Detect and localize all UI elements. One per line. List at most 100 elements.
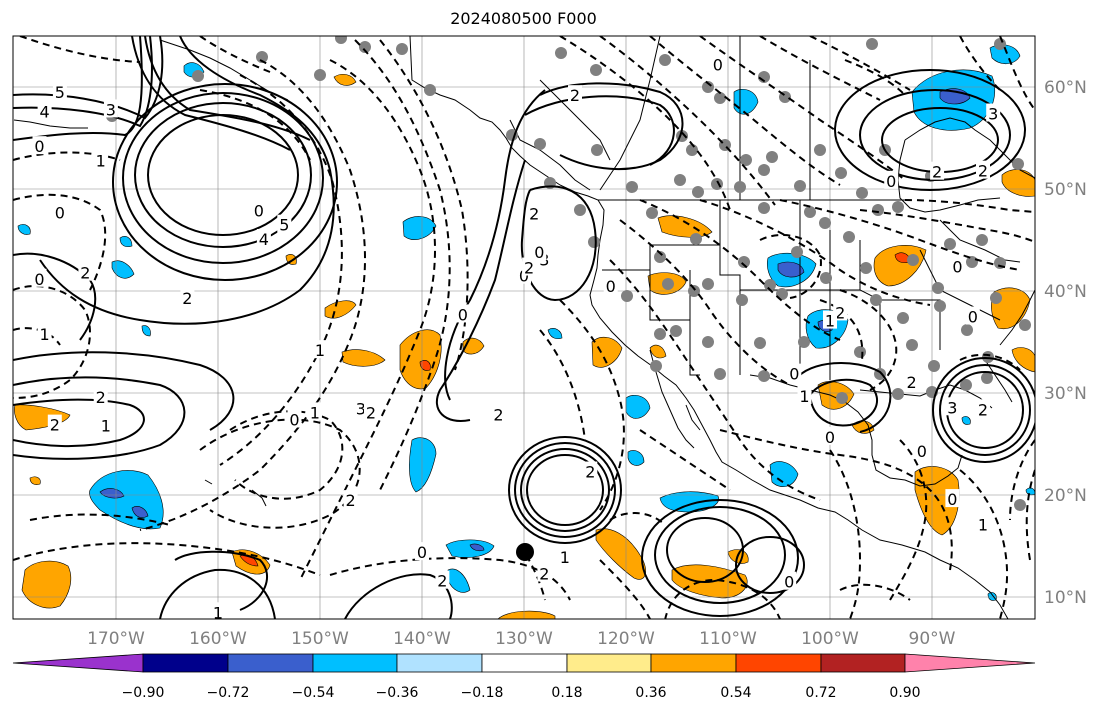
contour-label: 3: [947, 398, 957, 417]
contour-label: 4: [259, 230, 269, 249]
contour-label: 2: [907, 373, 917, 392]
contour-label: 0: [458, 305, 468, 324]
contour-label-bg: [965, 306, 980, 325]
contour-labels: 5430100542202211221013221020202320202120…: [0, 54, 1001, 622]
contour-label-bg: [945, 397, 960, 416]
contour-label-bg: [930, 161, 945, 180]
contour-label-bg: [37, 101, 52, 120]
contour-label-bg: [455, 304, 470, 323]
contour-label-bg: [78, 262, 93, 281]
lon-label: 90°W: [909, 629, 956, 649]
colorbar-segment: [904, 653, 1036, 673]
contour-label: 2: [493, 405, 503, 424]
contour-label-bg: [211, 602, 225, 619]
contour-label-bg: [710, 54, 725, 73]
contour-label-bg: [103, 99, 118, 118]
contour-label-bg: [0, 311, 11, 329]
contour-label: 2: [366, 403, 376, 422]
contour-label: 2: [346, 491, 356, 510]
contour-label: 1: [825, 312, 835, 331]
contour-label: 1: [96, 151, 106, 170]
contour-label: 1: [315, 341, 325, 360]
contour-label-bg: [491, 404, 506, 423]
contour-label: 0: [254, 201, 264, 220]
contour-label-bg: [945, 489, 960, 508]
contour-label: 2: [570, 86, 580, 105]
lon-label: 170°W: [87, 629, 145, 649]
colorbar-segment: [142, 653, 229, 673]
contour-label: 0: [825, 428, 835, 447]
contour-label-bg: [583, 461, 598, 480]
contour-label: 0: [968, 308, 978, 327]
contour-label: 2: [978, 162, 988, 181]
contour-label-bg: [32, 268, 47, 287]
contour-label: 5: [55, 83, 65, 102]
lon-label: 160°W: [189, 629, 247, 649]
colorbar-tick-label: −0.18: [461, 685, 504, 701]
contour-label-bg: [343, 490, 358, 509]
lat-label: 40°N: [1044, 282, 1087, 302]
contour-label: 3: [988, 105, 998, 124]
contour-label: 2: [539, 565, 549, 584]
colorbar-tick-label: 0.90: [889, 685, 920, 701]
contour-label-bg: [568, 85, 582, 104]
contour-label-bg: [37, 323, 52, 342]
contour-label: 0: [789, 365, 799, 384]
contour-label: 0: [713, 56, 723, 75]
contour-label-bg: [950, 256, 965, 275]
contour-label: 1: [213, 603, 223, 622]
contour-label-bg: [537, 563, 552, 582]
contour-label-bg: [313, 340, 327, 359]
colorbar-tick-label: −0.36: [376, 685, 419, 701]
contour-label-bg: [914, 441, 929, 460]
lat-label: 10°N: [1044, 588, 1087, 608]
colorbar-segment: [650, 653, 737, 673]
contour-label: 0: [519, 267, 529, 286]
lon-label: 130°W: [495, 629, 553, 649]
contour-label: 2: [80, 264, 90, 283]
contour-label: 2: [524, 259, 534, 278]
contour-label-bg: [976, 399, 990, 418]
contour-label-bg: [52, 82, 67, 101]
contour-label: 4: [40, 102, 50, 121]
contour-label: 1: [310, 403, 320, 422]
contour-label-bg: [603, 275, 618, 294]
map-title: 2024080500 F000: [450, 9, 597, 28]
colorbar: [12, 653, 1036, 673]
contour-label: 3: [356, 399, 366, 418]
colorbar-tick-label: 0.36: [635, 685, 666, 701]
contour-label-bg: [287, 409, 302, 428]
contour-label-bg: [976, 160, 990, 179]
plot-frame: [12, 35, 1036, 620]
contour-label-bg: [52, 202, 67, 221]
contour-label: 5: [279, 216, 289, 235]
contour-label-bg: [435, 570, 450, 589]
contour-label: 2: [978, 400, 988, 419]
contour-label: 1: [978, 516, 988, 535]
contour-label-bg: [823, 310, 837, 329]
contour-label: 1: [40, 325, 50, 344]
lon-label: 140°W: [393, 629, 451, 649]
location-marker: [516, 543, 534, 561]
contour-label-bg: [47, 414, 62, 433]
colorbar-tick-label: −0.90: [122, 685, 165, 701]
contour-label: 0: [34, 270, 44, 289]
contour-label-bg: [415, 542, 429, 561]
contour-label: 2: [50, 416, 60, 435]
colorbar-segment: [481, 653, 568, 673]
contour-label-bg: [522, 257, 537, 276]
contour-label: 0: [34, 137, 44, 156]
colorbar-ticks: −0.90 −0.72 −0.54 −0.36 −0.18 0.18 0.36 …: [122, 685, 921, 701]
colorbar-segment: [227, 653, 314, 673]
contour-label: 0: [55, 203, 65, 222]
colorbar-tick-label: 0.72: [805, 685, 836, 701]
lat-label: 60°N: [1044, 78, 1087, 98]
contour-label-bg: [527, 203, 542, 222]
contour-label-bg: [823, 426, 837, 445]
contour-label: 2: [96, 388, 106, 407]
solid-contours: [13, 36, 1035, 619]
contour-label-bg: [884, 170, 899, 189]
contour-label: 0: [417, 543, 427, 562]
contour-label-bg: [98, 415, 113, 434]
